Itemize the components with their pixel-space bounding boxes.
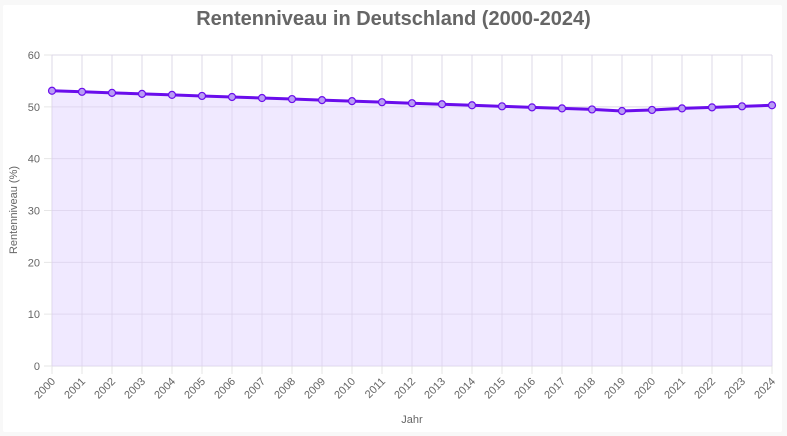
x-tick-label: 2017	[542, 376, 568, 402]
x-tick-label: 2009	[302, 376, 328, 402]
x-tick-label: 2016	[512, 376, 538, 402]
data-point[interactable]	[347, 97, 357, 106]
y-tick-label: 10	[28, 309, 40, 321]
y-axis-label: Rentenniveau (%)	[8, 166, 20, 254]
x-tick-label: 2021	[662, 376, 688, 402]
data-point[interactable]	[437, 100, 447, 109]
data-point[interactable]	[677, 104, 687, 113]
y-tick-label: 0	[34, 361, 40, 373]
x-tick-label: 2003	[122, 376, 148, 402]
x-tick-label: 2002	[92, 376, 118, 402]
y-tick-label: 20	[28, 257, 40, 269]
x-tick-label: 2008	[272, 376, 298, 402]
x-tick-label: 2019	[602, 376, 628, 402]
data-point[interactable]	[647, 105, 657, 115]
data-points	[47, 86, 777, 116]
y-tick-label: 60	[28, 50, 40, 62]
x-tick-label: 2000	[32, 376, 58, 402]
x-tick-label: 2012	[392, 376, 418, 402]
data-point[interactable]	[497, 102, 507, 111]
x-tick-label: 2011	[363, 376, 388, 401]
y-tick-label: 40	[28, 154, 40, 166]
x-axis-ticks: 2000 2001 2002 2003 2004 2005 2006 2007 2008 2009…	[32, 376, 778, 402]
y-tick-label: 30	[28, 206, 40, 218]
data-point[interactable]	[617, 106, 627, 116]
x-axis-label: Jahr	[401, 414, 423, 426]
data-point[interactable]	[287, 94, 297, 104]
data-point[interactable]	[377, 98, 387, 107]
data-point[interactable]	[767, 101, 777, 110]
x-tick-label: 2014	[452, 376, 478, 402]
x-tick-label: 2013	[422, 376, 448, 402]
x-tick-label: 2001	[62, 376, 88, 402]
x-tick-label: 2015	[482, 376, 508, 402]
x-tick-label: 2006	[212, 376, 238, 402]
chart-title: Rentenniveau in Deutschland (2000-2024)	[196, 8, 591, 30]
data-point[interactable]	[407, 99, 417, 108]
x-tick-label: 2024	[752, 376, 778, 402]
data-point[interactable]	[737, 102, 747, 111]
data-point[interactable]	[707, 103, 717, 112]
x-tick-label: 2018	[572, 376, 598, 402]
data-point[interactable]	[317, 95, 327, 105]
data-point[interactable]	[227, 92, 237, 102]
x-tick-label: 2007	[242, 376, 268, 402]
data-point[interactable]	[167, 90, 177, 100]
data-point[interactable]	[527, 103, 537, 112]
data-point[interactable]	[587, 105, 597, 114]
y-tick-label: 50	[28, 102, 40, 114]
x-tick-label: 2005	[182, 376, 208, 402]
x-tick-label: 2022	[692, 376, 718, 402]
area-fill	[51, 54, 773, 367]
data-point[interactable]	[47, 86, 57, 95]
data-point[interactable]	[467, 101, 477, 110]
data-point[interactable]	[557, 104, 567, 113]
data-point[interactable]	[77, 87, 87, 96]
data-point[interactable]	[257, 93, 267, 103]
data-point[interactable]	[107, 88, 117, 97]
y-axis-ticks: 0 10 20 30 40 50 60	[28, 50, 40, 373]
data-point[interactable]	[197, 91, 207, 101]
x-tick-label: 2010	[332, 376, 358, 402]
x-tick-label: 2004	[152, 376, 178, 402]
x-tick-label: 2020	[632, 376, 658, 402]
x-tick-label: 2023	[722, 376, 748, 402]
data-point[interactable]	[137, 89, 147, 98]
